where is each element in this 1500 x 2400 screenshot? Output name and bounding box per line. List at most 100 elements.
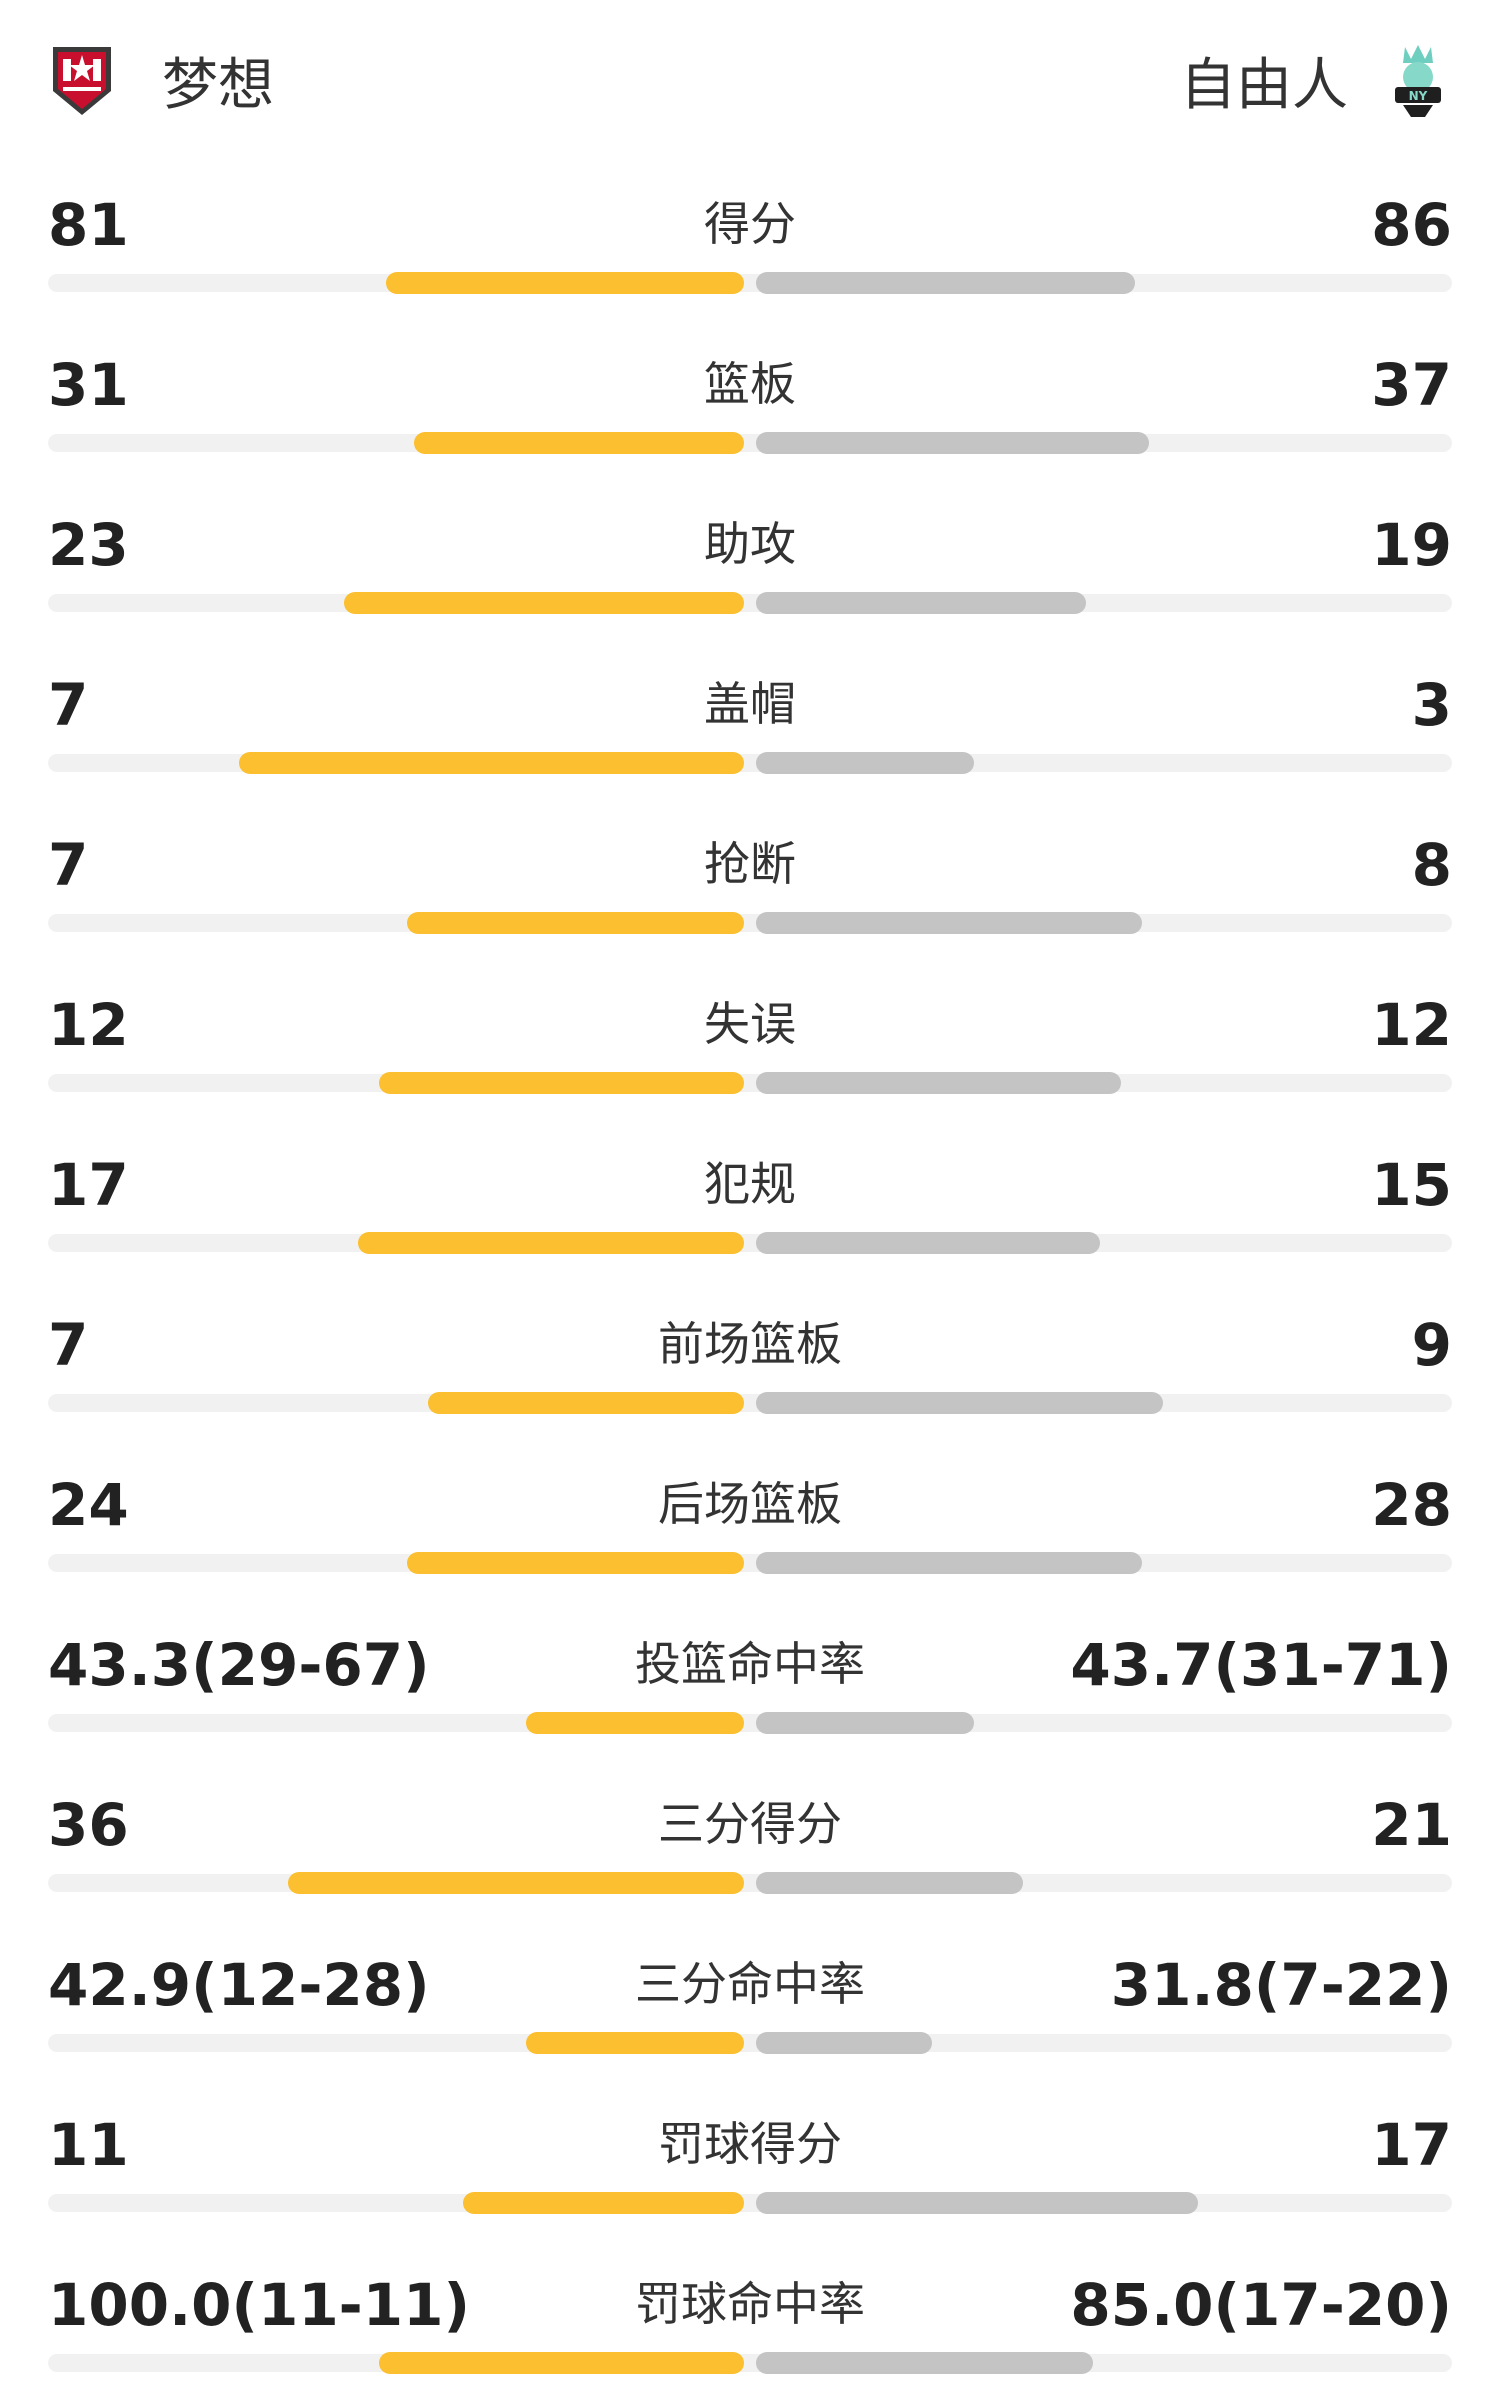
stat-bar-track	[48, 1554, 1452, 1572]
stat-label: 得分	[704, 197, 796, 251]
home-stat-bar	[344, 592, 744, 614]
stat-row: 24 后场篮板 28	[0, 1440, 1500, 1600]
away-stat-value: 85.0(17-20)	[1070, 2271, 1452, 2339]
away-stat-bar	[756, 1232, 1100, 1254]
stat-row: 7 抢断 8	[0, 800, 1500, 960]
stat-label: 篮板	[704, 357, 796, 411]
stat-row: 81 得分 86	[0, 160, 1500, 320]
away-stat-value: 3	[1411, 671, 1452, 739]
stat-bar-track	[48, 274, 1452, 292]
home-stat-value: 7	[48, 831, 89, 899]
away-stat-bar	[756, 272, 1135, 294]
home-stat-bar	[288, 1872, 744, 1894]
stat-row: 36 三分得分 21	[0, 1760, 1500, 1920]
stat-row: 43.3(29-67) 投篮命中率 43.7(31-71)	[0, 1600, 1500, 1760]
home-stat-bar	[379, 1072, 744, 1094]
stat-comparison-list: 81 得分 86 31 篮板 37 23 助攻 19 7 盖帽 3 7 抢断 8 12 失误 12 17 犯规 15 7 前…	[0, 160, 1500, 2400]
stat-row: 42.9(12-28) 三分命中率 31.8(7-22)	[0, 1920, 1500, 2080]
away-stat-bar	[756, 1392, 1163, 1414]
away-stat-bar	[756, 1872, 1023, 1894]
stat-row: 12 失误 12	[0, 960, 1500, 1120]
stat-label: 盖帽	[704, 677, 796, 731]
liberty-logo-icon: NY	[1384, 43, 1452, 119]
away-stat-value: 19	[1371, 511, 1452, 579]
stat-bar-track	[48, 1394, 1452, 1412]
home-stat-value: 7	[48, 671, 89, 739]
home-stat-value: 17	[48, 1151, 129, 1219]
stat-row: 23 助攻 19	[0, 480, 1500, 640]
away-stat-value: 28	[1371, 1471, 1452, 1539]
stat-row: 11 罚球得分 17	[0, 2080, 1500, 2240]
home-stat-value: 7	[48, 1311, 89, 1379]
home-stat-bar	[526, 1712, 744, 1734]
away-stat-bar	[756, 752, 974, 774]
svg-text:NY: NY	[1409, 89, 1428, 103]
away-team[interactable]: 自由人 NY	[1180, 40, 1452, 121]
stat-label: 三分得分	[658, 1797, 842, 1851]
stat-label: 助攻	[704, 517, 796, 571]
home-stat-bar	[386, 272, 744, 294]
stat-bar-track	[48, 1074, 1452, 1092]
away-stat-value: 12	[1371, 991, 1452, 1059]
home-stat-value: 12	[48, 991, 129, 1059]
away-stat-bar	[756, 592, 1086, 614]
stat-label: 前场篮板	[658, 1317, 842, 1371]
away-stat-value: 21	[1371, 1791, 1452, 1859]
home-stat-value: 36	[48, 1791, 129, 1859]
home-stat-value: 81	[48, 191, 129, 259]
stat-row: 100.0(11-11) 罚球命中率 85.0(17-20)	[0, 2240, 1500, 2400]
home-stat-value: 31	[48, 351, 129, 419]
stat-label: 后场篮板	[658, 1477, 842, 1531]
away-stat-value: 43.7(31-71)	[1070, 1631, 1452, 1699]
home-stat-bar	[414, 432, 744, 454]
home-stat-bar	[379, 2352, 744, 2374]
team-header: 梦想 自由人 NY	[0, 0, 1500, 160]
home-stat-value: 42.9(12-28)	[48, 1951, 430, 2019]
away-stat-value: 31.8(7-22)	[1110, 1951, 1452, 2019]
away-stat-bar	[756, 2192, 1198, 2214]
stat-label: 抢断	[704, 837, 796, 891]
home-team-name: 梦想	[162, 53, 274, 118]
home-stat-value: 100.0(11-11)	[48, 2271, 470, 2339]
away-stat-bar	[756, 432, 1149, 454]
away-stat-bar	[756, 1712, 974, 1734]
home-stat-value: 43.3(29-67)	[48, 1631, 430, 1699]
stat-row: 7 前场篮板 9	[0, 1280, 1500, 1440]
home-stat-bar	[407, 1552, 744, 1574]
stat-label: 投篮命中率	[635, 1637, 865, 1691]
stat-label: 三分命中率	[635, 1957, 865, 2011]
home-stat-bar	[463, 2192, 744, 2214]
stat-bar-track	[48, 914, 1452, 932]
home-stat-bar	[526, 2032, 744, 2054]
away-stat-value: 17	[1371, 2111, 1452, 2179]
away-stat-bar	[756, 2032, 932, 2054]
away-stat-bar	[756, 1072, 1121, 1094]
stat-bar-track	[48, 434, 1452, 452]
away-stat-bar	[756, 912, 1142, 934]
home-team[interactable]: 梦想	[48, 40, 274, 121]
stat-bar-track	[48, 594, 1452, 612]
away-stat-bar	[756, 2352, 1093, 2374]
home-stat-bar	[239, 752, 744, 774]
stat-row: 17 犯规 15	[0, 1120, 1500, 1280]
stat-label: 罚球得分	[658, 2117, 842, 2171]
home-stat-value: 11	[48, 2111, 129, 2179]
home-stat-bar	[407, 912, 744, 934]
stat-bar-track	[48, 1874, 1452, 1892]
stat-label: 罚球命中率	[635, 2277, 865, 2331]
stat-row: 7 盖帽 3	[0, 640, 1500, 800]
away-stat-value: 15	[1371, 1151, 1452, 1219]
away-stat-value: 9	[1411, 1311, 1452, 1379]
away-stat-value: 8	[1411, 831, 1452, 899]
stat-bar-track	[48, 1714, 1452, 1732]
home-stat-value: 23	[48, 511, 129, 579]
stat-label: 犯规	[704, 1157, 796, 1211]
away-team-name: 自由人	[1180, 53, 1348, 118]
home-stat-value: 24	[48, 1471, 129, 1539]
stat-row: 31 篮板 37	[0, 320, 1500, 480]
stat-label: 失误	[704, 997, 796, 1051]
stat-bar-track	[48, 2354, 1452, 2372]
away-stat-value: 37	[1371, 351, 1452, 419]
home-stat-bar	[428, 1392, 744, 1414]
away-stat-bar	[756, 1552, 1142, 1574]
